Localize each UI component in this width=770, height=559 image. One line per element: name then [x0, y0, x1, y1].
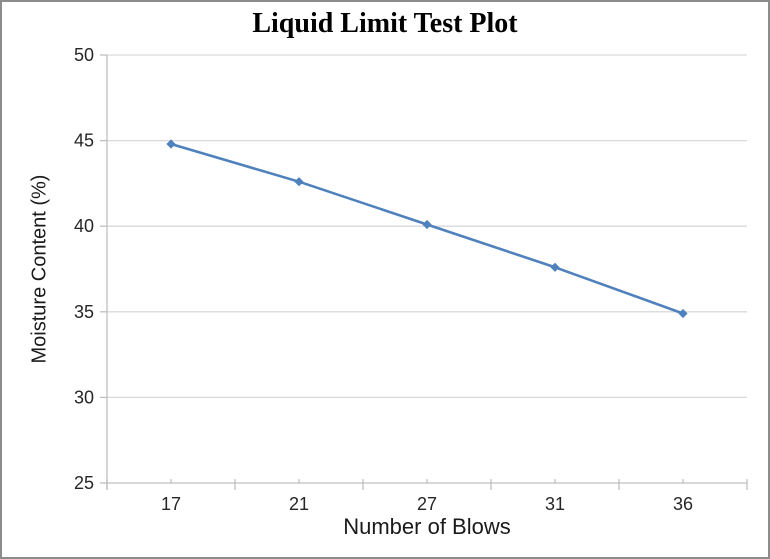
data-point-marker-31	[550, 262, 560, 272]
y-tick-label: 30	[74, 387, 94, 407]
x-axis-title: Number of Blows	[343, 514, 511, 539]
x-tick-label: 31	[545, 494, 565, 514]
chart-title: Liquid Limit Test Plot	[252, 8, 518, 39]
x-tick-label: 27	[417, 494, 437, 514]
y-tick-label: 45	[74, 131, 94, 151]
x-tick-label: 17	[161, 494, 181, 514]
data-point-marker-21	[294, 177, 304, 187]
x-tick-label: 21	[289, 494, 309, 514]
data-point-marker-27	[422, 219, 432, 230]
y-tick-label: 35	[74, 302, 94, 322]
y-tick-label: 50	[74, 45, 94, 65]
x-tick-label: 36	[673, 494, 693, 514]
y-tick-label: 25	[74, 473, 94, 493]
data-point-marker-36	[678, 308, 688, 319]
y-tick-label: 40	[74, 216, 94, 236]
data-point-marker-17	[166, 139, 176, 149]
